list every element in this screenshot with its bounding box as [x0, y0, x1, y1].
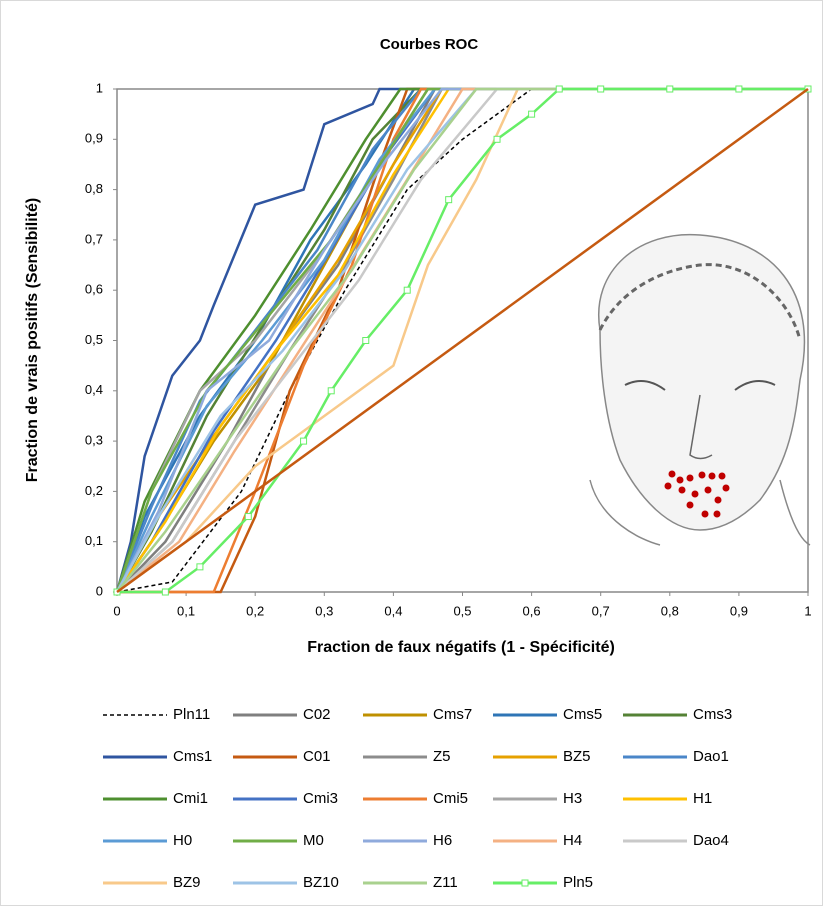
legend-label: Dao1 — [693, 748, 729, 765]
legend-label: M0 — [303, 832, 324, 849]
series-line — [115, 87, 808, 593]
legend-label: BZ9 — [173, 874, 201, 891]
legend-label: Dao4 — [693, 832, 729, 849]
x-tick-label: 1 — [804, 603, 811, 618]
y-tick-label: 0,9 — [85, 131, 103, 146]
marker — [493, 135, 501, 143]
marker — [300, 437, 308, 445]
series-line — [117, 87, 808, 594]
x-tick-label: 0,3 — [315, 603, 333, 618]
legend-label: H0 — [173, 832, 192, 849]
series-line — [115, 87, 808, 593]
marker — [161, 588, 169, 596]
y-tick-label: 0,8 — [85, 181, 103, 196]
series-line — [115, 87, 808, 593]
legend-label: H6 — [433, 832, 452, 849]
x-tick-label: 0,8 — [661, 603, 679, 618]
legend-label: H4 — [563, 832, 582, 849]
y-tick-label: 0,7 — [85, 231, 103, 246]
legend-label: BZ10 — [303, 874, 339, 891]
x-tick-label: 0,6 — [523, 603, 541, 618]
legend-label: H1 — [693, 790, 712, 807]
legend-label: Cms5 — [563, 706, 602, 723]
marker — [327, 387, 335, 395]
series-line — [115, 87, 808, 593]
x-tick-label: 0 — [113, 603, 120, 618]
x-tick-label: 0,9 — [730, 603, 748, 618]
legend-label: Cmi5 — [433, 790, 468, 807]
x-tick-label: 0,1 — [177, 603, 195, 618]
series-line — [116, 87, 808, 593]
legend-label: Cms1 — [173, 748, 212, 765]
series-line — [116, 88, 808, 593]
y-tick-label: 0,6 — [85, 282, 103, 297]
marker — [555, 85, 563, 93]
legend-label: Pln11 — [173, 706, 210, 723]
marker — [362, 337, 370, 344]
legend-label: Cms7 — [433, 706, 472, 723]
legend-label: Pln5 — [563, 874, 593, 891]
marker — [244, 513, 252, 521]
legend-label: C01 — [303, 748, 331, 765]
legend-label: BZ5 — [563, 748, 591, 765]
marker — [196, 563, 204, 571]
y-tick-label: 0,3 — [85, 433, 103, 448]
y-axis-label: Fraction de vrais positifs (Sensibilité) — [24, 198, 41, 483]
x-tick-label: 0,2 — [246, 603, 264, 618]
chart-title: Courbes ROC — [380, 36, 479, 53]
series-line — [117, 87, 808, 594]
series-line — [116, 87, 808, 593]
y-tick-label: 0,4 — [85, 382, 103, 397]
y-tick-label: 1 — [96, 80, 103, 95]
series-line — [117, 87, 808, 594]
marker — [666, 85, 674, 93]
marker — [735, 85, 743, 93]
x-tick-label: 0,7 — [592, 603, 610, 618]
marker — [528, 110, 536, 118]
legend-label: Z11 — [433, 874, 458, 891]
legend-label: C02 — [303, 706, 331, 723]
y-tick-label: 0,5 — [85, 332, 103, 347]
marker — [597, 85, 605, 93]
y-tick-label: 0,1 — [85, 533, 103, 548]
legend-label: Cmi1 — [173, 790, 208, 807]
marker — [403, 286, 411, 294]
legend-label: Z5 — [433, 748, 451, 765]
y-tick-label: 0 — [96, 583, 103, 598]
x-axis-label: Fraction de faux négatifs (1 - Spécifici… — [307, 639, 615, 656]
reference-line — [116, 87, 809, 594]
legend-marker — [521, 879, 529, 887]
series-line — [116, 87, 808, 593]
legend-label: Cmi3 — [303, 790, 338, 807]
marker — [445, 196, 453, 204]
x-tick-label: 0,4 — [384, 603, 402, 618]
series-line — [116, 87, 808, 593]
head-illustration — [589, 233, 811, 546]
series-line — [116, 87, 808, 594]
series-line — [115, 87, 808, 593]
series-line — [115, 87, 808, 593]
y-tick-label: 0,2 — [85, 483, 103, 498]
legend-label: H3 — [563, 790, 582, 807]
legend-label: Cms3 — [693, 706, 732, 723]
x-tick-label: 0,5 — [453, 603, 471, 618]
